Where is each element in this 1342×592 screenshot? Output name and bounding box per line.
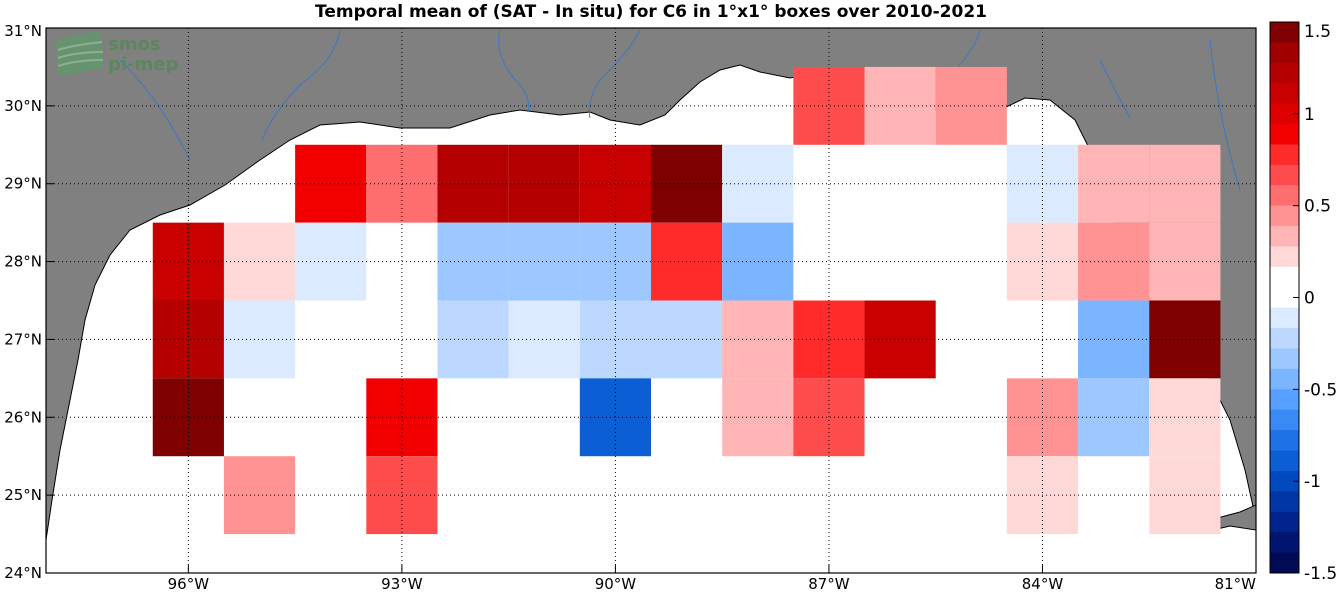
colorbar-segment <box>1270 226 1299 247</box>
colorbar-segment <box>1270 164 1299 186</box>
x-tick-label: 90°W <box>595 575 637 592</box>
data-box <box>1149 456 1221 535</box>
x-tick-label: 84°W <box>1022 575 1064 592</box>
logo-text-line2: pi-mep <box>108 54 178 75</box>
colorbar-segment <box>1270 22 1299 43</box>
colorbar-segment <box>1270 328 1299 350</box>
colorbar-tick-label: -1 <box>1304 472 1321 492</box>
y-tick-label: 24°N <box>4 564 42 582</box>
data-box <box>437 144 509 223</box>
data-box <box>935 66 1007 145</box>
y-tick-label: 31°N <box>4 22 42 40</box>
colorbar-segment <box>1270 368 1299 390</box>
colorbar-segment <box>1270 348 1299 370</box>
colorbar-segment <box>1270 124 1299 145</box>
data-box <box>152 378 224 457</box>
colorbar-segment <box>1270 450 1299 472</box>
colorbar-segment <box>1270 491 1299 513</box>
y-tick-label: 28°N <box>4 253 42 271</box>
colorbar-segment <box>1270 103 1299 125</box>
data-box <box>223 300 296 379</box>
smos-pimep-logo: smos pi-mep <box>56 30 178 76</box>
data-box <box>1078 144 1150 223</box>
data-box <box>1149 378 1221 457</box>
data-box <box>437 222 509 301</box>
map-grid <box>46 28 1256 573</box>
colorbar <box>1270 22 1299 574</box>
colorbar-tick-label: 1 <box>1304 105 1315 125</box>
data-box <box>1078 222 1150 301</box>
colorbar-segment <box>1270 144 1299 166</box>
chart-title: Temporal mean of (SAT - In situ) for C6 … <box>315 2 987 22</box>
data-box <box>508 144 580 223</box>
map-frame <box>45 27 1257 574</box>
colorbar-segment <box>1270 532 1299 554</box>
data-box <box>1149 144 1221 223</box>
data-box <box>579 222 651 301</box>
data-box <box>864 300 936 379</box>
data-box <box>152 222 224 301</box>
colorbar-tick-label: -0.5 <box>1304 380 1337 400</box>
colorbar-segment <box>1270 205 1299 227</box>
colorbar-segment <box>1270 42 1299 64</box>
colorbar-segment <box>1270 185 1299 207</box>
data-box <box>793 378 865 457</box>
colorbar-tick-label: 0.5 <box>1304 197 1331 217</box>
x-tick-label: 81°W <box>1215 575 1257 592</box>
colorbar-ticks: 1.5 1 0.5 0 -0.5 -1 -1.5 <box>1293 21 1337 584</box>
colorbar-segment <box>1270 470 1299 492</box>
x-axis-ticks: 96°W 93°W 90°W 87°W 84°W 81°W <box>168 565 1257 592</box>
data-box <box>437 300 509 379</box>
colorbar-segment <box>1270 389 1299 411</box>
data-box <box>864 66 936 145</box>
x-tick-label: 96°W <box>168 575 210 592</box>
data-box <box>152 300 224 379</box>
y-tick-label: 27°N <box>4 330 42 348</box>
colorbar-segment <box>1270 511 1299 533</box>
y-tick-label: 30°N <box>4 97 42 115</box>
x-tick-label: 87°W <box>808 575 850 592</box>
colorbar-segment <box>1270 83 1299 105</box>
y-tick-label: 26°N <box>4 408 42 426</box>
colorbar-segment <box>1270 287 1299 309</box>
colorbar-segment <box>1270 307 1299 329</box>
colorbar-segment <box>1270 430 1299 452</box>
colorbar-tick-label: 1.5 <box>1304 22 1331 42</box>
data-box <box>793 300 865 379</box>
data-box <box>1149 222 1221 301</box>
data-boxes <box>152 66 1221 535</box>
colorbar-tick-label: 0 <box>1304 289 1315 309</box>
data-box <box>1149 300 1221 379</box>
data-box <box>1078 300 1150 379</box>
y-tick-label: 29°N <box>4 175 42 193</box>
colorbar-segment <box>1270 409 1299 431</box>
colorbar-segment <box>1270 62 1299 84</box>
colorbar-segment <box>1270 266 1299 288</box>
colorbar-segment <box>1270 246 1299 268</box>
colorbar-segment <box>1270 552 1299 574</box>
data-box <box>1078 378 1150 457</box>
map-area <box>46 28 1256 573</box>
data-box <box>223 456 296 535</box>
data-box <box>579 300 651 379</box>
data-box <box>508 300 580 379</box>
data-box <box>793 66 865 145</box>
y-axis-ticks: 24°N 25°N 26°N 27°N 28°N 29°N 30°N 31°N <box>4 22 54 582</box>
x-tick-label: 93°W <box>381 575 423 592</box>
data-box <box>579 378 651 457</box>
logo-text-line1: smos <box>108 34 161 55</box>
y-tick-label: 25°N <box>4 486 42 504</box>
data-box <box>508 222 580 301</box>
data-box <box>579 144 651 223</box>
colorbar-tick-label: -1.5 <box>1304 564 1337 584</box>
data-box <box>223 222 296 301</box>
